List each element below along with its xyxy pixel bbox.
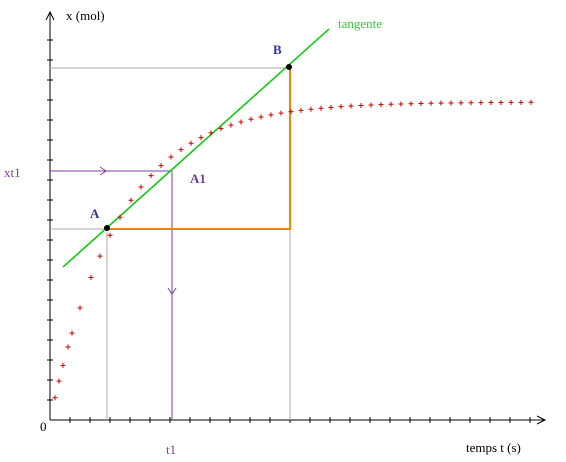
curve-point bbox=[228, 122, 234, 128]
curve-point bbox=[468, 100, 474, 106]
curve-point bbox=[368, 102, 374, 108]
curve-point bbox=[218, 126, 224, 132]
curve-point bbox=[488, 100, 494, 106]
axis-ticks bbox=[47, 39, 531, 423]
curve-point bbox=[458, 100, 464, 106]
curve-point bbox=[148, 173, 154, 179]
curve-point bbox=[518, 99, 524, 105]
curve-point bbox=[117, 214, 123, 220]
curve-point bbox=[508, 99, 514, 105]
point-b bbox=[286, 64, 292, 70]
point-a1-label: A1 bbox=[190, 171, 206, 186]
curve-point bbox=[438, 100, 444, 106]
origin-label: 0 bbox=[40, 419, 47, 434]
y-axis-arrow bbox=[45, 10, 55, 21]
curve-point bbox=[428, 100, 434, 106]
curve-point bbox=[198, 135, 204, 141]
curve-point bbox=[408, 101, 414, 107]
curve-point bbox=[378, 102, 384, 108]
curve-point bbox=[448, 100, 454, 106]
curve-point bbox=[248, 116, 254, 122]
curve-point bbox=[128, 197, 134, 203]
curve-point bbox=[158, 163, 164, 169]
slope-triangle bbox=[107, 68, 291, 230]
curve-point bbox=[278, 110, 284, 116]
curve bbox=[52, 99, 534, 401]
curve-point bbox=[498, 99, 504, 105]
point-b-label: B bbox=[273, 42, 282, 57]
x-axis-label: temps t (s) bbox=[466, 440, 521, 455]
arrow bbox=[99, 166, 107, 176]
curve-point bbox=[52, 395, 58, 401]
curve-point bbox=[528, 99, 534, 105]
curve-point bbox=[208, 130, 214, 136]
curve-point bbox=[398, 101, 404, 107]
x-axis-arrow bbox=[536, 415, 547, 425]
arrow bbox=[167, 287, 177, 295]
curve-point bbox=[188, 140, 194, 146]
curve-point bbox=[77, 305, 83, 311]
y-axis-label: x (mol) bbox=[66, 8, 105, 23]
curve-point bbox=[308, 106, 314, 112]
curve-point bbox=[138, 184, 144, 190]
xt1-label: xt1 bbox=[4, 165, 21, 180]
curve-point bbox=[478, 100, 484, 106]
curve-point bbox=[238, 119, 244, 125]
curve-point bbox=[88, 275, 94, 281]
curve-point bbox=[168, 154, 174, 160]
curve-point bbox=[107, 232, 113, 238]
curve-point bbox=[268, 112, 274, 118]
curve-point bbox=[56, 378, 62, 384]
curve-point bbox=[328, 104, 334, 110]
curve-point bbox=[318, 105, 324, 111]
curve-point bbox=[338, 104, 344, 110]
curve-point bbox=[60, 362, 66, 368]
curve-point bbox=[97, 253, 103, 259]
curve-point bbox=[258, 114, 264, 120]
curve-point bbox=[65, 344, 71, 350]
curve-point bbox=[178, 147, 184, 153]
point-a bbox=[104, 225, 110, 231]
t1-label: t1 bbox=[166, 442, 176, 457]
curve-point bbox=[388, 101, 394, 107]
curve-point bbox=[418, 100, 424, 106]
curve-point bbox=[348, 103, 354, 109]
point-a-label: A bbox=[90, 206, 100, 221]
curve-point bbox=[358, 103, 364, 109]
curve-point bbox=[298, 107, 304, 113]
curve-point bbox=[69, 330, 75, 336]
tangent-label: tangente bbox=[338, 16, 382, 31]
curve-point bbox=[288, 109, 294, 115]
